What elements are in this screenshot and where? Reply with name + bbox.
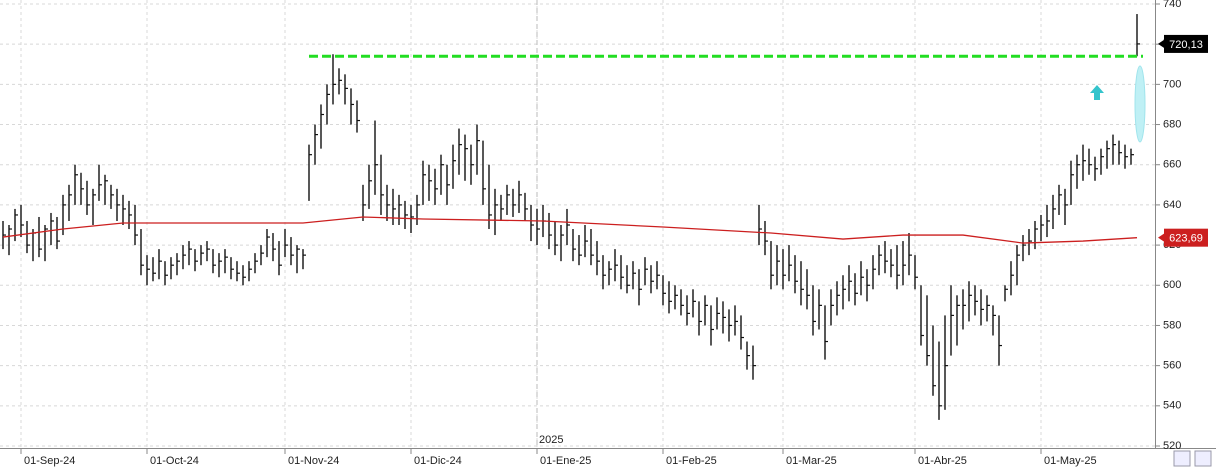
x-tick-label: 01-Feb-25 <box>666 455 717 467</box>
y-tick-label: 600 <box>1163 279 1181 291</box>
x-tick-label: 01-Dic-24 <box>414 455 462 467</box>
moving-average-line <box>2 216 1138 244</box>
y-tick-label: 640 <box>1163 199 1181 211</box>
y-tick-label: 660 <box>1163 159 1181 171</box>
x-tick-label: 01-Sep-24 <box>24 455 75 467</box>
last-price-label-pointer <box>1158 39 1164 48</box>
y-tick-label: 740 <box>1163 0 1181 10</box>
y-tick-label: 540 <box>1163 400 1181 412</box>
arrow-shape <box>1090 85 1104 100</box>
x-tick-label: 01-Abr-25 <box>918 455 967 467</box>
ma-price-label-box <box>1164 228 1208 247</box>
y-tick-label: 700 <box>1163 78 1181 90</box>
x-tick-label: 01-May-25 <box>1044 455 1097 467</box>
y-tick-label: 580 <box>1163 319 1181 331</box>
x-tick-label: 01-Oct-24 <box>150 455 199 467</box>
y-tick-label: 520 <box>1163 440 1181 452</box>
x-tick-label: 01-Ene-25 <box>540 455 591 467</box>
x-tick-label: 01-Nov-24 <box>288 455 339 467</box>
labels: 52054056058060062064066068070072074001-S… <box>24 0 1208 467</box>
marks <box>2 14 1143 420</box>
y-tick-label: 560 <box>1163 360 1181 372</box>
toolbar-button[interactable] <box>1173 450 1191 467</box>
y-tick-label: 680 <box>1163 118 1181 130</box>
ma-price-label: 623,69 <box>1169 233 1203 245</box>
last-price-label: 720,13 <box>1169 39 1203 51</box>
year-label: 2025 <box>539 434 563 446</box>
x-tick-label: 01-Mar-25 <box>786 455 837 467</box>
grid <box>0 0 1160 454</box>
highlight-ellipse <box>1134 65 1146 143</box>
up-arrow <box>1090 85 1104 100</box>
ma-price-label-pointer <box>1158 233 1164 242</box>
last-price-label-box <box>1164 34 1208 53</box>
toolbar-button[interactable] <box>1194 450 1212 467</box>
